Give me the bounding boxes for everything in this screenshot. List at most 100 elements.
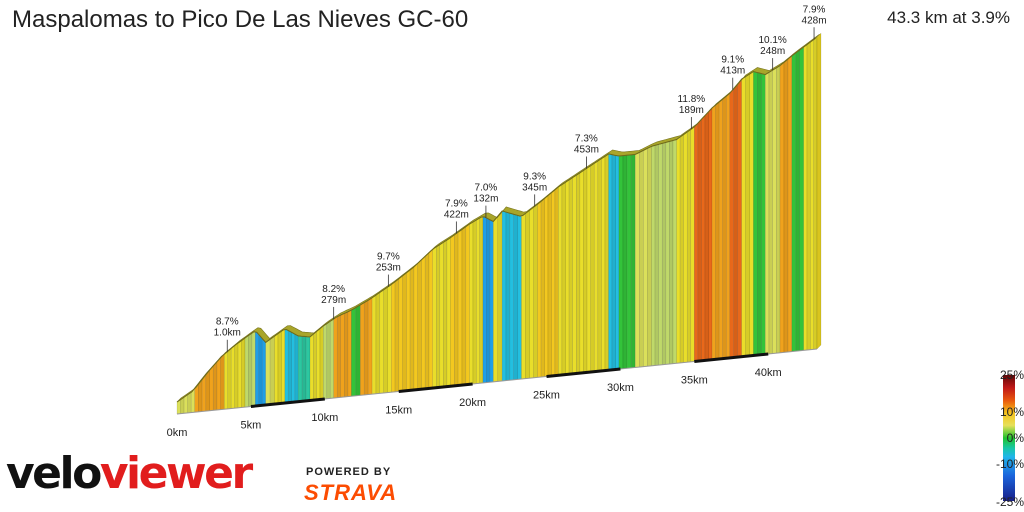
profile-slice-34-0 (753, 71, 758, 356)
profile-slice-28-1 (654, 144, 659, 366)
annotation-length-6: 453m (574, 144, 599, 155)
profile-slice-35-0 (765, 71, 770, 355)
profile-slice-16-2 (439, 241, 444, 388)
profile-slice-15-7 (417, 259, 422, 390)
legend-label-10: 10% (999, 405, 1024, 419)
profile-slice-26-2 (626, 154, 632, 369)
profile-slice-22-3 (533, 203, 538, 379)
profile-slice-35-2 (772, 67, 777, 354)
profile-slice-12-0 (351, 307, 357, 397)
annotation-length-4: 132m (473, 194, 498, 205)
profile-slice-9-0 (309, 333, 314, 401)
profile-slice-23-4 (551, 189, 556, 377)
profile-slice-14-3 (383, 286, 388, 394)
profile-slice-11-1 (336, 314, 342, 399)
profile-slice-23-3 (547, 192, 552, 377)
x-tick-label-0: 0km (167, 427, 188, 439)
annotation-grade-9: 10.1% (758, 35, 786, 46)
profile-slice-4-2 (261, 337, 266, 406)
profile-slice-24-13 (604, 153, 609, 371)
profile-slice-6-2 (281, 328, 286, 404)
profile-slice-30-0 (694, 122, 699, 362)
powered-by-label: POWERED BY (306, 466, 392, 478)
profile-slice-3-2 (251, 330, 256, 407)
profile-slice-22-1 (525, 209, 530, 379)
profile-slice-38-0 (803, 44, 808, 351)
profile-slice-32-0 (729, 87, 734, 359)
profile-slice-35-1 (768, 69, 773, 355)
profile-slice-21-4 (517, 215, 522, 380)
profile-slice-25-0 (608, 153, 613, 371)
profile-slice-31-2 (718, 98, 723, 360)
profile-slice-14-2 (379, 289, 384, 394)
profile-slice-18-2 (476, 217, 480, 384)
annotation-grade-5: 9.3% (523, 171, 546, 182)
annotation-grade-8: 9.1% (721, 55, 744, 66)
profile-slice-9-3 (319, 325, 324, 400)
profile-slice-28-2 (658, 143, 663, 366)
profile-ridge-line (176, 37, 816, 403)
profile-slice-28-4 (665, 141, 670, 365)
profile-slice-9-1 (313, 330, 317, 401)
profile-slice-32-2 (737, 78, 742, 358)
profile-slice-18-1 (472, 219, 477, 385)
profile-slice-27-2 (643, 147, 648, 367)
annotation-grade-6: 7.3% (575, 133, 598, 144)
legend-label-minus-10: -10% (995, 457, 1024, 471)
profile-slice-10-2 (329, 318, 334, 399)
profile-slice-8-2 (305, 336, 311, 402)
profile-slice-6-1 (277, 330, 282, 405)
x-tick-label-30: 30km (607, 382, 634, 394)
profile-slice-25-2 (615, 155, 620, 370)
profile-slice-11-4 (347, 309, 352, 397)
profile-slice-20-1 (497, 210, 503, 382)
profile-slice-33-2 (749, 71, 754, 357)
profile-slice-2-0 (224, 350, 228, 410)
profile-slice-6-0 (274, 333, 279, 405)
profile-slice-24-7 (583, 167, 588, 373)
profile-slice-5-0 (265, 338, 271, 406)
veloviewer-logo[interactable]: veloviewer (6, 452, 253, 496)
profile-slice-15-10 (428, 248, 433, 389)
km-band-25 (546, 367, 621, 378)
profile-slice-36-0 (779, 61, 785, 354)
profile-slice-25-1 (611, 154, 616, 371)
profile-slice-29-3 (686, 128, 692, 363)
profile-end-cap (816, 32, 822, 350)
profile-slice-30-4 (708, 107, 713, 361)
profile-slice-22-2 (529, 206, 534, 379)
profile-slice-27-1 (639, 149, 644, 368)
profile-slice-14-4 (387, 284, 392, 393)
strava-logo[interactable]: STRAVA (304, 480, 398, 505)
legend-label-minus-25: -25% (995, 495, 1024, 509)
logo-velo-text: velo (6, 448, 102, 499)
profile-slice-1-5 (212, 360, 218, 411)
profile-slice-11-0 (333, 316, 338, 399)
annotation-length-7: 189m (679, 105, 704, 116)
route-summary: 43.3 km at 3.9% (887, 8, 1010, 27)
annotation-length-9: 248m (760, 46, 785, 57)
profile-slice-33-1 (745, 73, 750, 357)
profile-slice-12-1 (355, 304, 361, 397)
profile-slice-16-0 (432, 246, 437, 389)
profile-slice-2-3 (234, 342, 239, 409)
x-tick-label-40: 40km (755, 367, 782, 379)
profile-slice-15-6 (413, 262, 418, 391)
profile-slice-30-2 (701, 114, 706, 362)
profile-slice-7-3 (294, 333, 299, 403)
profile-slice-26-3 (630, 154, 636, 369)
profile-slice-10-0 (323, 323, 328, 400)
profile-slice-23-1 (540, 197, 545, 378)
profile-slice-17-4 (465, 223, 470, 385)
profile-slice-21-1 (505, 211, 511, 381)
profile-slice-1-4 (209, 365, 214, 411)
annotation-length-5: 345m (522, 182, 547, 193)
profile-slice-28-6 (672, 139, 677, 364)
profile-slice-1-7 (220, 353, 225, 410)
profile-slice-29-0 (676, 136, 681, 364)
profile-slice-24-3 (568, 177, 573, 375)
profile-slice-24-11 (597, 158, 602, 372)
profile-slice-23-2 (544, 195, 549, 377)
profile-slice-28-3 (661, 142, 667, 365)
x-tick-label-5: 5km (241, 419, 262, 431)
